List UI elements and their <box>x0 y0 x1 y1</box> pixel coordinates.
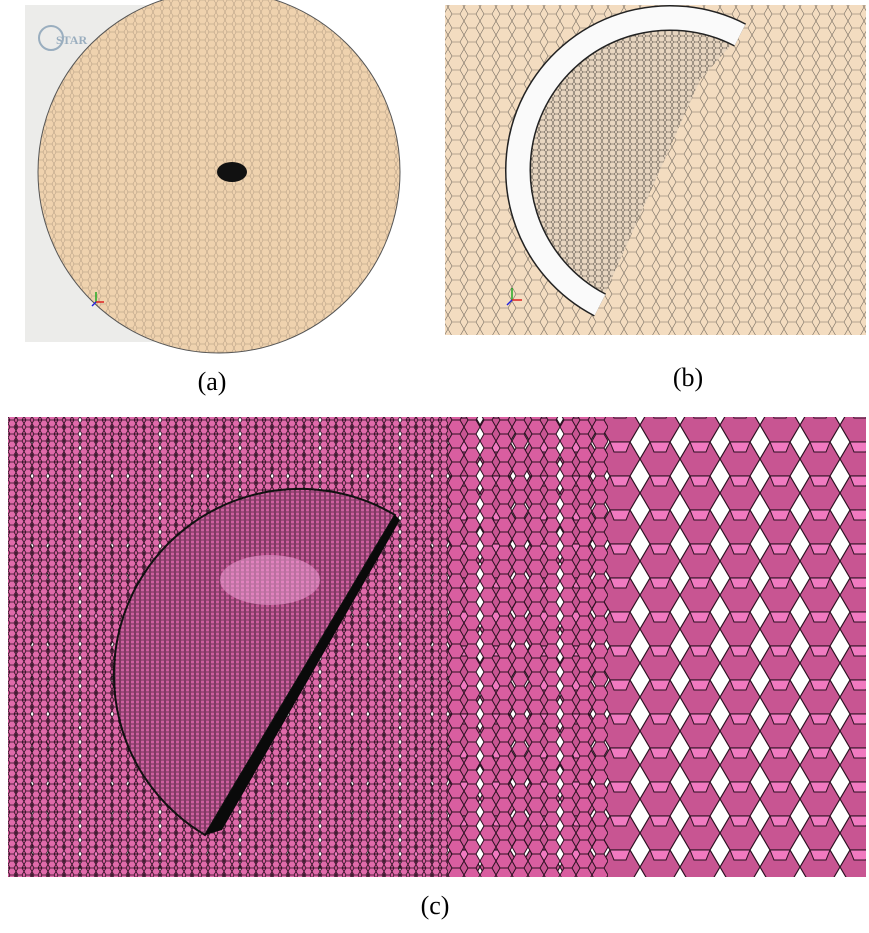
panel-a: STAR <box>25 0 400 353</box>
panel-c <box>8 417 866 877</box>
caption: (a) <box>198 367 227 396</box>
hemisphere-body <box>217 162 247 182</box>
logo-text: STAR <box>56 33 87 47</box>
figure: STAR (a) (b) (c) <box>0 0 869 928</box>
caption: (c) <box>421 891 450 920</box>
caption: (b) <box>673 363 703 392</box>
panel-b <box>445 5 866 335</box>
highlight <box>220 555 320 605</box>
